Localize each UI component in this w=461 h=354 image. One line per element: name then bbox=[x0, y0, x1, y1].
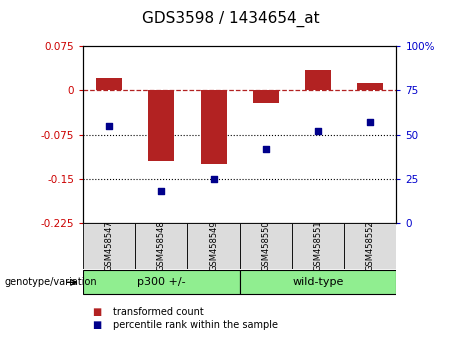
Bar bbox=[344, 223, 396, 269]
Text: p300 +/-: p300 +/- bbox=[137, 277, 186, 287]
Text: GSM458550: GSM458550 bbox=[261, 221, 270, 272]
Text: GDS3598 / 1434654_at: GDS3598 / 1434654_at bbox=[142, 11, 319, 27]
Point bbox=[262, 146, 270, 152]
Bar bbox=[357, 82, 384, 90]
Text: GSM458547: GSM458547 bbox=[105, 221, 113, 272]
Bar bbox=[83, 223, 135, 269]
Bar bbox=[83, 270, 240, 294]
Text: GSM458549: GSM458549 bbox=[209, 221, 218, 272]
Point bbox=[314, 128, 322, 134]
Bar bbox=[305, 70, 331, 90]
Text: GSM458551: GSM458551 bbox=[313, 221, 323, 272]
Text: transformed count: transformed count bbox=[113, 307, 204, 316]
Text: ■: ■ bbox=[92, 320, 101, 330]
Text: GSM458548: GSM458548 bbox=[157, 221, 166, 272]
Bar bbox=[135, 223, 188, 269]
Point bbox=[366, 119, 374, 125]
Point bbox=[106, 123, 113, 129]
Bar bbox=[201, 90, 227, 164]
Text: ■: ■ bbox=[92, 307, 101, 316]
Bar bbox=[292, 223, 344, 269]
Bar bbox=[188, 223, 240, 269]
Bar bbox=[96, 79, 122, 90]
Text: GSM458552: GSM458552 bbox=[366, 221, 375, 272]
Bar bbox=[148, 90, 174, 161]
Text: percentile rank within the sample: percentile rank within the sample bbox=[113, 320, 278, 330]
Bar bbox=[253, 90, 279, 103]
Bar bbox=[240, 270, 396, 294]
Bar bbox=[240, 223, 292, 269]
Point bbox=[210, 176, 217, 182]
Text: genotype/variation: genotype/variation bbox=[5, 277, 97, 287]
Text: wild-type: wild-type bbox=[292, 277, 344, 287]
Point bbox=[158, 188, 165, 194]
